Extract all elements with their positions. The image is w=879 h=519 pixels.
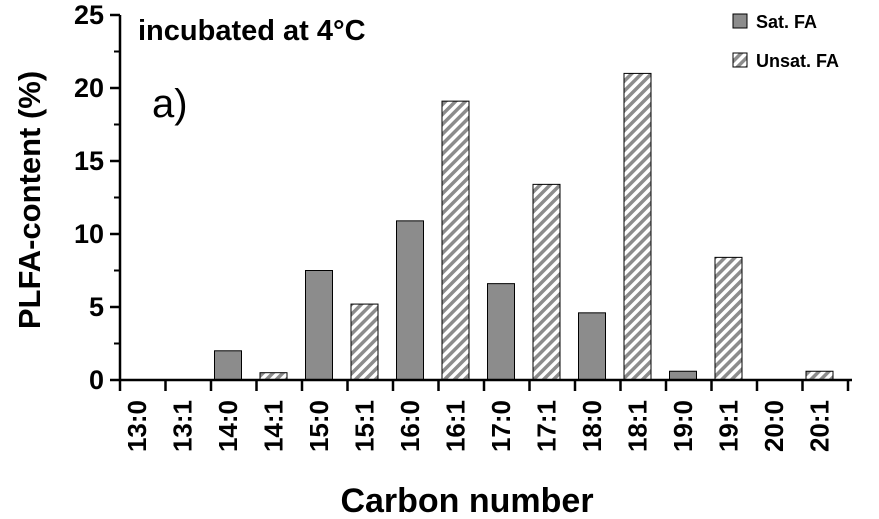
- bar-sat-15-0: [305, 270, 333, 381]
- bar-unsat-17-1: [532, 183, 561, 381]
- x-tick-label: 14:1: [259, 400, 289, 452]
- x-tick-label: 20:0: [759, 400, 789, 452]
- x-tick-label: 16:1: [441, 400, 471, 452]
- bar-unsat-16-1: [441, 100, 470, 381]
- bar-unsat-18-1: [623, 72, 652, 381]
- bar-sat-19-0: [669, 370, 697, 381]
- x-tick-label: 15:1: [350, 400, 380, 452]
- bar-sat-18-0: [578, 312, 606, 381]
- bar-unsat-19-1: [714, 256, 743, 381]
- legend: Sat. FA Unsat. FA: [732, 12, 839, 71]
- bar-sat-17-0: [487, 283, 515, 381]
- bar-sat-14-0: [214, 350, 242, 381]
- bar-unsat-20-1: [805, 370, 834, 381]
- legend-swatch-unsat: [732, 52, 748, 68]
- y-axis-label: PLFA-content (%): [12, 71, 47, 329]
- x-tick-label: 20:1: [805, 400, 835, 452]
- x-tick-label: 14:0: [213, 400, 243, 452]
- panel-label: a): [152, 82, 188, 126]
- x-tick-label: 18:1: [623, 400, 653, 452]
- chart-title: incubated at 4°C: [138, 15, 366, 47]
- x-tick-label: 16:0: [395, 400, 425, 452]
- y-tick-label: 15: [74, 146, 104, 176]
- x-tick-label: 19:1: [714, 400, 744, 452]
- legend-label-sat: Sat. FA: [756, 12, 817, 32]
- x-tick-label: 13:0: [122, 400, 152, 452]
- x-axis-label: Carbon number: [340, 482, 593, 519]
- legend-swatch-sat: [732, 13, 748, 29]
- x-tick-label: 13:1: [168, 400, 198, 452]
- y-tick-label: 10: [74, 219, 104, 249]
- y-tick-label: 5: [89, 292, 104, 322]
- legend-label-unsat: Unsat. FA: [756, 51, 839, 71]
- bar-sat-16-0: [396, 220, 424, 381]
- x-tick-label: 17:0: [486, 400, 516, 452]
- x-tick-label: 17:1: [532, 400, 562, 452]
- y-tick-label: 0: [89, 365, 104, 395]
- y-tick-label: 20: [74, 73, 104, 103]
- bar-unsat-15-1: [350, 303, 379, 381]
- x-tick-label: 19:0: [668, 400, 698, 452]
- y-tick-label: 25: [74, 0, 104, 30]
- x-tick-label: 15:0: [304, 400, 334, 452]
- x-tick-label: 18:0: [577, 400, 607, 452]
